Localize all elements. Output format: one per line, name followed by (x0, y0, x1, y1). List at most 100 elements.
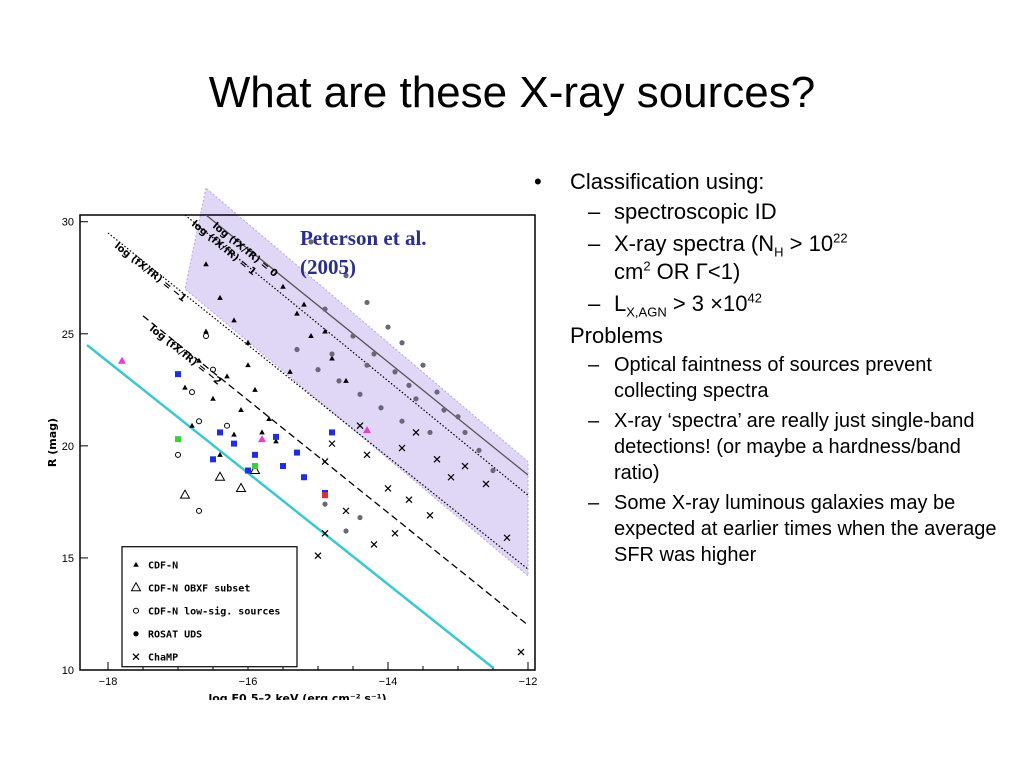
data-point-champ (356, 422, 364, 430)
data-point-rosat (455, 414, 461, 420)
cross-stroke (321, 529, 329, 537)
data-point-rosat (371, 351, 377, 357)
dash-icon: – (588, 291, 601, 316)
data-point-champ (314, 552, 322, 560)
data-point-rosat (357, 391, 363, 397)
data-point-rosat (476, 447, 482, 453)
data-point-champ (370, 541, 378, 548)
data-point-champ (517, 648, 525, 656)
dash-icon: – (588, 492, 600, 514)
data-point-rosat (399, 340, 405, 346)
reference-line (86, 344, 494, 669)
data-point-cdfn (322, 328, 328, 334)
data-point-rosat (490, 467, 496, 474)
data-point-champ (328, 440, 336, 448)
data-point-rosat (462, 429, 468, 436)
data-point-cdfn (273, 438, 279, 444)
bullet-classification: • Classification using: (534, 169, 765, 194)
data-point-highlight-blue (245, 467, 251, 474)
data-point-champ (391, 529, 399, 537)
data-point-cdfn (259, 429, 265, 435)
data-point-champ (447, 473, 455, 481)
data-point-highlight-green (175, 436, 181, 443)
scatter-plot: −18 −16 −14 −12 10 15 20 25 30 log F0.5–2 keV (er… (46, 187, 538, 700)
bullet-list: • Classification using: – spectroscopic … (530, 168, 1010, 572)
x-tick-label: −16 (239, 676, 258, 688)
legend-label: CDF-N OBXF subset (148, 584, 250, 595)
data-point-cdfn (217, 294, 223, 300)
data-point-highlight-blue (294, 449, 300, 456)
data-point-cdfn (217, 451, 223, 457)
data-point-champ (482, 480, 490, 488)
bullet-dot-icon: • (534, 169, 542, 194)
data-point-champ (412, 428, 420, 436)
data-point-lowsig (196, 418, 202, 425)
data-point-rosat (392, 369, 398, 375)
data-point-highlight-blue (329, 429, 335, 436)
data-point-rosat (329, 351, 335, 357)
data-point-highlight-magenta (258, 435, 266, 443)
reference-line-label: log (fX/fR) = −1 (112, 241, 188, 305)
data-point-cdfn (252, 386, 258, 392)
data-point-cdfn (238, 407, 244, 412)
data-point-champ (321, 529, 329, 537)
slide-title: What are these X-ray sources? (208, 68, 816, 117)
data-point-rosat (322, 306, 328, 312)
cross-stroke (412, 428, 420, 436)
data-point-rosat (294, 346, 300, 353)
y-axis-label: R (mag) (46, 418, 59, 467)
sub-bullet-problem-1: – Optical faintness of sources prevent c… (588, 354, 932, 402)
data-point-cdfn (266, 415, 272, 421)
data-point-cdfn (301, 301, 307, 307)
cross-stroke (132, 653, 140, 661)
legend-label: ChaMP (148, 653, 178, 664)
data-point-cdfn (294, 310, 300, 316)
data-point-lowsig (189, 389, 195, 396)
data-point-highlight-blue (273, 433, 279, 440)
data-point-cdfn (224, 373, 230, 379)
data-point-rosat (420, 362, 426, 368)
y-tick-label: 30 (62, 217, 74, 229)
cross-stroke (391, 529, 399, 537)
data-point-champ (433, 455, 441, 463)
data-point-obxf (249, 464, 261, 475)
data-point-cdfn (231, 431, 237, 437)
data-point-rosat (364, 299, 370, 306)
legend-marker-champ-icon (132, 653, 140, 661)
cross-stroke (482, 480, 490, 488)
data-point-rosat (308, 239, 314, 245)
data-point-rosat (364, 362, 370, 368)
x-tick-label: −12 (519, 676, 538, 688)
reference-line (142, 315, 529, 626)
cross-stroke (321, 458, 329, 465)
sub-bullet-spectroscopic: – spectroscopic ID (588, 199, 777, 224)
data-point-highlight-blue (280, 463, 286, 470)
data-point-highlight-red (322, 492, 328, 499)
data-point-rosat (322, 501, 328, 507)
data-point-lowsig (210, 366, 216, 373)
data-point-cdfn (203, 328, 209, 334)
data-point-cdfn (182, 384, 188, 390)
cross-stroke (426, 511, 434, 519)
legend-label: ROSAT UDS (148, 630, 202, 641)
y-tick-label: 20 (62, 441, 74, 453)
data-point-cdfn (231, 317, 237, 323)
data-point-obxf (179, 489, 191, 499)
data-point-lowsig (203, 333, 209, 340)
data-point-lowsig (196, 507, 202, 514)
sub-bullet-problem-2: – X-ray ‘spectra’ are really just single… (588, 410, 975, 484)
data-point-champ (405, 496, 413, 504)
data-point-cdfn (287, 368, 293, 374)
data-point-cdfn (210, 395, 216, 401)
reference-line (184, 215, 529, 496)
cross-stroke (370, 541, 378, 548)
data-point-rosat (315, 367, 321, 373)
data-point-rosat (441, 407, 447, 413)
cross-stroke (433, 455, 441, 463)
y-tick-label: 10 (62, 665, 74, 677)
data-point-cdfn (308, 333, 314, 339)
reference-line-label: log (fX/fR) = −2 (147, 324, 223, 388)
legend-marker-cdfn-icon (133, 561, 139, 567)
x-tick-label: −18 (99, 676, 118, 688)
data-point-rosat (336, 378, 342, 384)
